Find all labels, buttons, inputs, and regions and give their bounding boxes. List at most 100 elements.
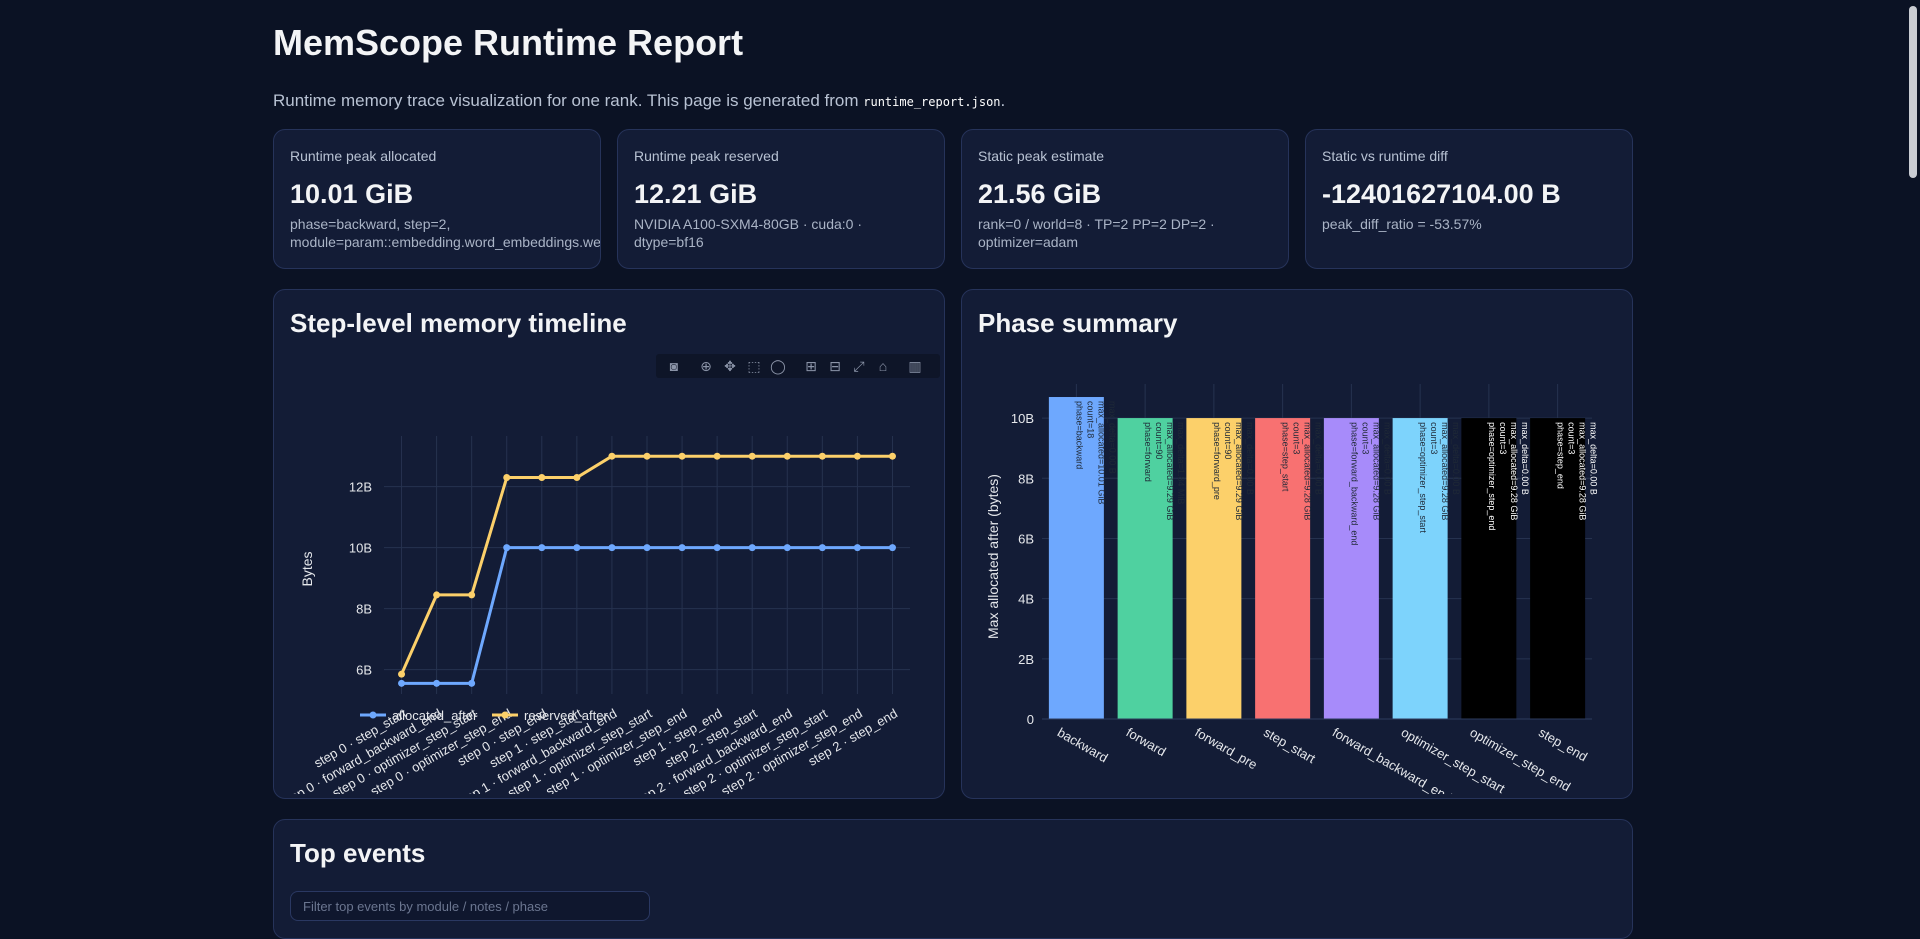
- bar-label: max_delta=0.00 B: [1245, 422, 1255, 495]
- zoom-out-icon[interactable]: ⊟: [829, 358, 841, 374]
- stat-card-peak-allocated: Runtime peak allocated 10.01 GiB phase=b…: [273, 129, 601, 269]
- data-point-reserved_after: [713, 452, 721, 460]
- bar-label: max_allocated=9.28 GiB: [1509, 422, 1519, 520]
- scrollbar-thumb[interactable]: [1909, 6, 1917, 178]
- zoom-icon[interactable]: ⊕: [700, 358, 712, 374]
- data-point-allocated_after: [398, 679, 406, 687]
- stat-value: 12.21 GiB: [634, 179, 758, 209]
- bar-optimizer_step_end: [1461, 418, 1517, 719]
- bar-label-group: phase=forward_backward_end count=3 max_all…: [1349, 422, 1392, 545]
- stat-value: 21.56 GiB: [978, 179, 1102, 209]
- stat-detail-line: optimizer=adam: [978, 234, 1078, 250]
- stat-detail: rank=0 / world=8 · TP=2 PP=2 DP=2 · optim…: [978, 215, 1288, 251]
- bar-label-group: phase=step_start count=3 max_allocated=9.2…: [1281, 422, 1324, 520]
- phase-chart[interactable]: 0 2B 4B 6B 8B 10B Max allocated after (bytes) p…: [962, 354, 1632, 794]
- bar-label: max_delta=0.00 B: [1451, 422, 1461, 495]
- camera-icon[interactable]: ◙: [670, 358, 678, 374]
- legend-label: allocated_after: [392, 708, 478, 723]
- stat-label: Runtime peak allocated: [290, 148, 437, 164]
- bar-label: max_delta=0.00 B: [1382, 422, 1392, 495]
- stat-detail: phase=backward, step=2,module=param::emb…: [290, 215, 600, 251]
- stat-detail-line: phase=backward, step=2,: [290, 216, 451, 232]
- bar-label: count=3: [1429, 422, 1439, 454]
- bar-label-group: phase=step_end count=3 max_allocated=9.28 …: [1556, 422, 1599, 520]
- bar-label: max_delta=0.00 B: [1107, 401, 1117, 474]
- stat-detail: peak_diff_ratio = -53.57%: [1322, 215, 1632, 233]
- bar-forward_backward_end: [1323, 418, 1379, 719]
- x-tick-label: forward: [1124, 725, 1169, 760]
- x-tick-label: step_start: [1261, 725, 1318, 767]
- bar-label: max_delta=0.00 B: [1314, 422, 1324, 495]
- stat-label: Runtime peak reserved: [634, 148, 779, 164]
- y-tick-label: 8B: [1018, 471, 1034, 486]
- stat-detail-line: peak_diff_ratio = -53.57%: [1322, 216, 1482, 232]
- top-events-title: Top events: [290, 838, 426, 868]
- data-point-allocated_after: [503, 544, 511, 552]
- phase-panel: Phase summary 0 2B 4B 6B 8B 10B Max allocated …: [961, 289, 1633, 799]
- y-tick-label: 6B: [356, 663, 372, 678]
- pan-icon[interactable]: ✥: [724, 358, 736, 374]
- subtitle-filename: runtime_report.json: [863, 95, 1001, 109]
- stat-detail-line: module=param::embedding.word_embeddings.…: [290, 234, 600, 250]
- page-scrollbar[interactable]: [1906, 0, 1920, 911]
- bar-label: max_delta=0.00 B: [1589, 422, 1599, 495]
- data-point-allocated_after: [643, 544, 651, 552]
- y-axis-label: Bytes: [299, 551, 315, 586]
- bar-label: count=3: [1498, 422, 1508, 454]
- home-icon[interactable]: ⌂: [879, 358, 887, 374]
- stat-label: Static vs runtime diff: [1322, 148, 1448, 164]
- data-point-reserved_after: [503, 474, 511, 482]
- y-tick-label: 4B: [1018, 592, 1034, 607]
- bar-label-group: phase=forward count=90 max_allocated=9.29 …: [1143, 422, 1186, 520]
- page-title: MemScope Runtime Report: [273, 22, 744, 63]
- bar-label: phase=step_end: [1556, 422, 1566, 489]
- subtitle-suffix: .: [1000, 91, 1006, 110]
- data-point-allocated_after: [608, 544, 616, 552]
- y-tick-label: 6B: [1018, 531, 1034, 546]
- box-select-icon[interactable]: ⬚: [747, 358, 760, 374]
- stat-card-static-peak: Static peak estimate 21.56 GiB rank=0 / …: [961, 129, 1289, 269]
- plot-modebar: ◙ ⊕ ✥ ⬚ ◯ ⊞ ⊟ ⤢ ⌂ ▥: [656, 354, 940, 378]
- data-point-allocated_after: [713, 544, 721, 552]
- bar-label: phase=optimizer_step_end: [1487, 422, 1497, 530]
- bar-label: max_allocated=9.28 GiB: [1578, 422, 1588, 520]
- modebar-background: [656, 354, 940, 378]
- bar-label-group: phase=optimizer_step_end count=3 max_alloc…: [1487, 422, 1530, 530]
- page-subtitle: Runtime memory trace visualization for o…: [273, 91, 1005, 111]
- data-point-allocated_after: [818, 544, 826, 552]
- timeline-title: Step-level memory timeline: [290, 308, 627, 338]
- bar-label: count=90: [1223, 422, 1233, 459]
- timeline-panel: Step-level memory timeline ◙ ⊕ ✥ ⬚ ◯ ⊞ ⊟ ⤢ ⌂ ▥ 6B 8…: [273, 289, 945, 799]
- y-tick-label: 10B: [349, 541, 372, 556]
- bar-label-group: phase=forward_pre count=90 max_allocated=9…: [1212, 422, 1255, 520]
- data-point-reserved_after: [888, 452, 896, 460]
- bar-step_start: [1255, 418, 1311, 719]
- stat-detail-line: NVIDIA A100-SXM4-80GB · cuda:0 ·: [634, 216, 862, 232]
- zoom-in-icon[interactable]: ⊞: [805, 358, 817, 374]
- subtitle-text: Runtime memory trace visualization for o…: [273, 91, 864, 110]
- data-point-reserved_after: [468, 591, 476, 599]
- x-tick-label: forward_backward_end: [1330, 725, 1455, 794]
- data-point-reserved_after: [818, 452, 826, 460]
- plotly-logo-icon[interactable]: ▥: [908, 358, 921, 374]
- bar-label: count=90: [1154, 422, 1164, 459]
- timeline-legend: allocated_after reserved_after: [360, 708, 608, 723]
- data-point-allocated_after: [538, 544, 546, 552]
- bar-label: phase=step_start: [1281, 422, 1291, 492]
- top-events-filter-input[interactable]: [290, 891, 650, 921]
- legend-label: reserved_after: [524, 708, 608, 723]
- bar-label: max_delta=0.00 B: [1520, 422, 1530, 495]
- y-tick-label: 0: [1027, 712, 1034, 727]
- lasso-icon[interactable]: ◯: [770, 358, 786, 375]
- x-tick-label: backward: [1055, 725, 1111, 766]
- data-point-allocated_after: [853, 544, 861, 552]
- autoscale-icon[interactable]: ⤢: [853, 358, 864, 374]
- y-tick-label: 8B: [356, 602, 372, 617]
- data-point-allocated_after: [783, 544, 791, 552]
- data-point-reserved_after: [853, 452, 861, 460]
- y-tick-label: 12B: [349, 480, 372, 495]
- bar-label: phase=forward_pre: [1212, 422, 1222, 500]
- data-point-reserved_after: [643, 452, 651, 460]
- data-point-allocated_after: [748, 544, 756, 552]
